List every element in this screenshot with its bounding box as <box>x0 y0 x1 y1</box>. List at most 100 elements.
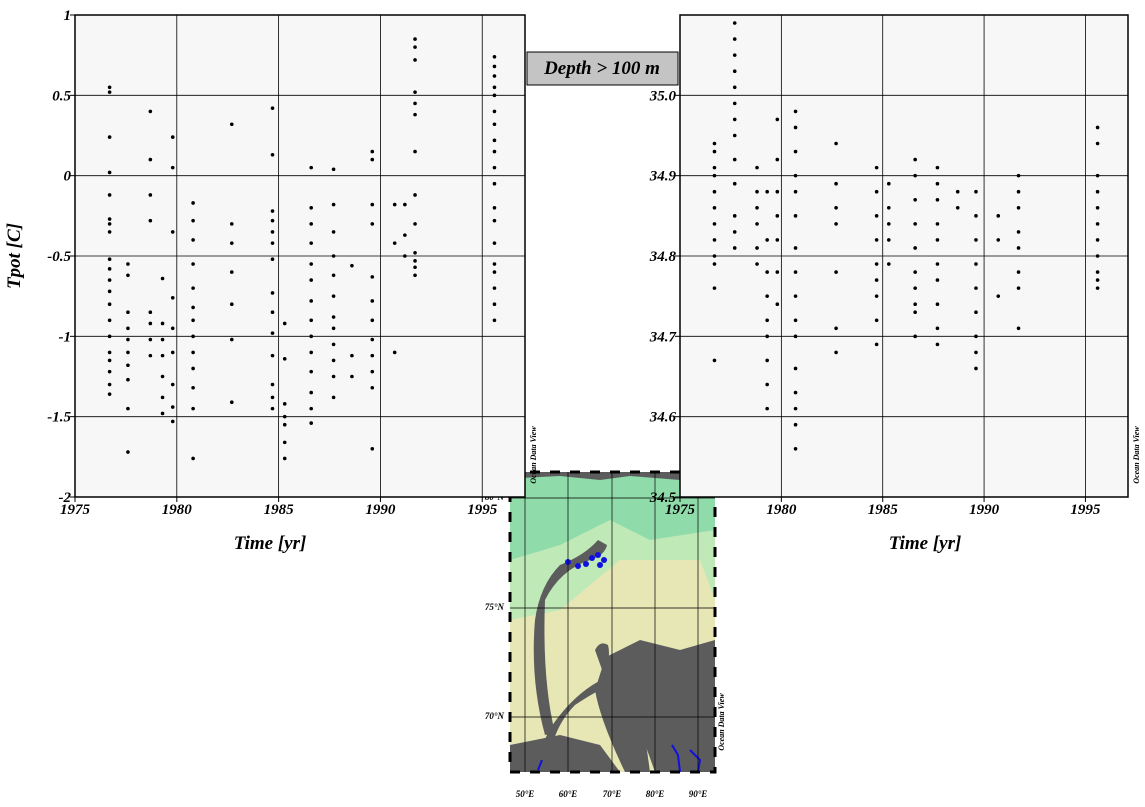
data-point <box>493 318 497 322</box>
data-point <box>755 206 759 210</box>
data-point <box>936 327 940 331</box>
annotation: Depth > 100 m <box>543 58 660 79</box>
data-point <box>493 65 497 69</box>
data-point <box>370 318 374 322</box>
data-point <box>776 118 780 122</box>
data-point <box>271 241 275 245</box>
data-point <box>108 257 112 261</box>
data-point <box>794 246 798 250</box>
data-point <box>309 370 313 374</box>
data-point <box>713 238 717 242</box>
data-point <box>493 302 497 306</box>
x-tick-label: 1980 <box>162 502 193 518</box>
data-point <box>191 262 195 266</box>
data-point <box>713 286 717 290</box>
data-point <box>309 351 313 355</box>
data-point <box>309 318 313 322</box>
credit: Ocean Data View <box>529 426 538 484</box>
data-point <box>393 351 397 355</box>
data-point <box>936 198 940 202</box>
data-point <box>191 351 195 355</box>
data-point <box>332 254 336 258</box>
x-tick-label: 1995 <box>1070 502 1101 518</box>
data-point <box>974 214 978 218</box>
data-point <box>765 318 769 322</box>
data-point <box>713 359 717 363</box>
data-point <box>108 90 112 94</box>
data-point <box>171 296 175 300</box>
data-point <box>974 190 978 194</box>
data-point <box>309 262 313 266</box>
data-point <box>332 273 336 277</box>
data-point <box>765 359 769 363</box>
data-point <box>271 219 275 223</box>
data-point <box>149 354 153 358</box>
data-point <box>713 150 717 154</box>
data-point <box>370 447 374 451</box>
data-point <box>230 270 234 274</box>
data-point <box>108 135 112 139</box>
data-point <box>875 238 879 242</box>
data-point <box>332 343 336 347</box>
map: 80°N 75°N 70°N 50°E 60°E 70°E 80°E 90°E … <box>485 472 726 799</box>
data-point <box>765 294 769 298</box>
data-point <box>733 69 737 73</box>
x-tick-label: 1995 <box>467 502 498 518</box>
data-point <box>956 206 960 210</box>
data-point <box>271 230 275 234</box>
data-point <box>191 306 195 310</box>
data-point <box>755 190 759 194</box>
data-point <box>493 166 497 170</box>
data-point <box>974 310 978 314</box>
data-point <box>271 396 275 400</box>
lat-label: 75°N <box>485 602 505 612</box>
data-point <box>149 310 153 314</box>
data-point <box>776 158 780 162</box>
data-point <box>936 182 940 186</box>
data-point <box>191 286 195 290</box>
data-point <box>271 331 275 335</box>
data-point <box>191 219 195 223</box>
chart: 1975198019851990199535.034.934.834.734.6… <box>649 15 1141 554</box>
data-point <box>413 273 417 277</box>
data-point <box>161 354 165 358</box>
data-point <box>794 174 798 178</box>
data-point <box>309 391 313 395</box>
data-point <box>309 278 313 282</box>
x-tick-label: 1990 <box>969 502 1000 518</box>
data-point <box>974 262 978 266</box>
data-point <box>191 367 195 371</box>
data-point <box>126 273 130 277</box>
y-tick-label: 0 <box>64 169 72 185</box>
data-point <box>974 335 978 339</box>
data-point <box>149 322 153 326</box>
data-point <box>370 354 374 358</box>
data-point <box>413 265 417 269</box>
data-point <box>108 359 112 363</box>
data-point <box>493 139 497 143</box>
data-point <box>393 203 397 207</box>
data-point <box>834 222 838 226</box>
data-point <box>126 378 130 382</box>
data-point <box>108 230 112 234</box>
data-point <box>776 270 780 274</box>
data-point <box>332 203 336 207</box>
data-point <box>1017 174 1021 178</box>
data-point <box>493 270 497 274</box>
data-point <box>108 290 112 294</box>
data-point <box>309 241 313 245</box>
data-point <box>332 396 336 400</box>
data-point <box>493 74 497 78</box>
data-point <box>936 166 940 170</box>
data-point <box>1017 206 1021 210</box>
data-point <box>126 338 130 342</box>
data-point <box>733 102 737 106</box>
data-point <box>765 190 769 194</box>
data-point <box>713 206 717 210</box>
data-point <box>974 286 978 290</box>
data-point <box>887 238 891 242</box>
data-point <box>108 193 112 197</box>
data-point <box>1096 254 1100 258</box>
data-point <box>765 335 769 339</box>
data-point <box>936 302 940 306</box>
